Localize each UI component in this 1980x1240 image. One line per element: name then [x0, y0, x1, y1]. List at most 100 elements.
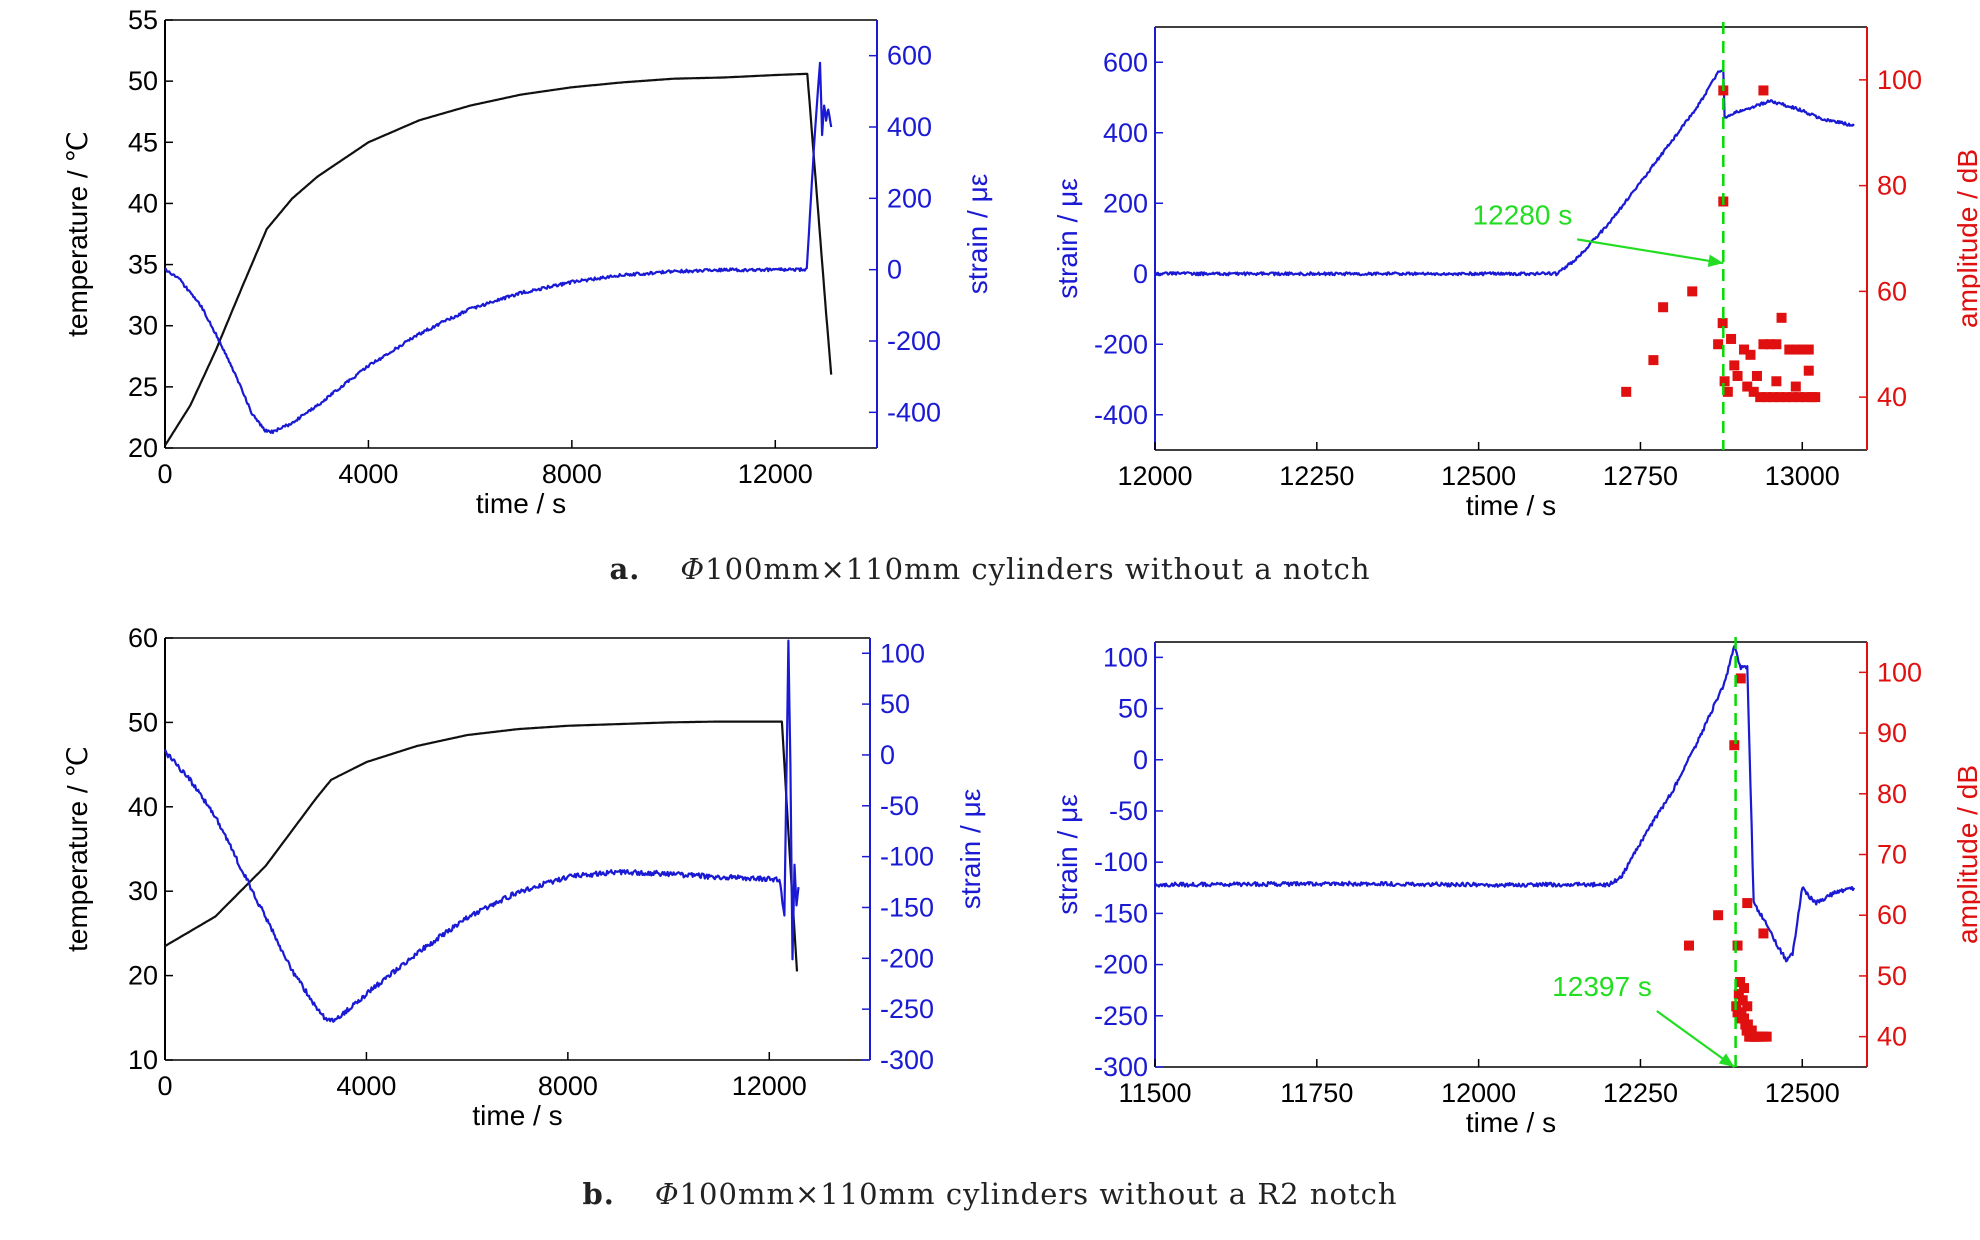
x-tick-label: 11500 [1118, 1078, 1191, 1108]
y-tick-label: -300 [1094, 1052, 1148, 1082]
y2-tick-label: 80 [1877, 171, 1907, 201]
y2-tick-label: 100 [1877, 65, 1922, 95]
y2-axis-label: strain / με [962, 174, 993, 294]
y2-tick-label: 0 [887, 255, 902, 285]
x-tick-label: 12000 [732, 1071, 807, 1101]
chart-a-right: 12000 12250 12500 12750 13000 -400 -200 0 200 400… [1052, 22, 1980, 521]
y2-tick-label: -200 [887, 326, 941, 356]
amplitude-point [1735, 1013, 1746, 1024]
x-tick-label: 12750 [1603, 461, 1678, 491]
y-tick-label: 25 [128, 372, 158, 402]
y-tick-label: -400 [1094, 400, 1148, 430]
y-tick-label: -100 [1094, 847, 1148, 877]
y-tick-label: -200 [1094, 950, 1148, 980]
y-tick-label: -50 [1109, 796, 1148, 826]
y-tick-label: -150 [1094, 898, 1148, 928]
caption-b-label: b. [582, 1177, 615, 1211]
crack-time-arrow [1656, 1010, 1735, 1068]
amplitude-point [1758, 85, 1769, 96]
y-tick-label: 10 [128, 1045, 158, 1075]
amplitude-point [1790, 381, 1801, 392]
amplitude-point [1742, 898, 1753, 909]
y-axis-label: temperature / ℃ [62, 746, 93, 952]
y-axis-label: temperature / ℃ [62, 131, 93, 337]
caption-a-phi: Φ [680, 552, 706, 586]
amplitude-point [1800, 392, 1811, 403]
x-tick-label: 8000 [542, 459, 602, 489]
y2-tick-label: -200 [880, 943, 934, 973]
y2-tick-label: -50 [880, 791, 919, 821]
y2-axis-label: strain / με [955, 789, 986, 909]
amplitude-point [1758, 928, 1769, 939]
amplitude-point [1803, 365, 1814, 376]
amplitude-point [1758, 339, 1769, 350]
x-tick-label: 11750 [1280, 1078, 1353, 1108]
amplitude-point [1771, 376, 1782, 387]
chart-b-left: 0 4000 8000 12000 10 20 30 40 50 60 -300 -250 -200 -1… [62, 623, 986, 1131]
amplitude-point [1745, 349, 1756, 360]
crack-time-arrowhead [1707, 254, 1724, 267]
amplitude-point [1764, 339, 1775, 350]
amplitude-point [1621, 386, 1632, 397]
y2-tick-label: 50 [880, 689, 910, 719]
amplitude-point [1726, 333, 1737, 344]
amplitude-point [1739, 983, 1750, 994]
crack-time-arrow [1577, 238, 1724, 265]
strain-line [1154, 68, 1855, 277]
x-tick-label: 12250 [1279, 461, 1354, 491]
amplitude-point [1648, 355, 1659, 366]
strain-line [1154, 645, 1856, 963]
y-tick-label: 40 [128, 792, 158, 822]
y2-tick-label: 80 [1877, 779, 1907, 809]
amplitude-point [1745, 1025, 1756, 1036]
y-tick-label: 50 [1118, 694, 1148, 724]
amplitude-point [1774, 392, 1785, 403]
x-tick-label: 4000 [336, 1071, 396, 1101]
crack-time-label: 12397 s [1552, 971, 1652, 1002]
temperature-line [164, 720, 799, 972]
x-axis-label: time / s [1466, 490, 1556, 521]
x-tick-label: 8000 [538, 1071, 598, 1101]
amplitude-point [1776, 312, 1787, 323]
amplitude-point [1732, 1007, 1743, 1018]
y-tick-label: 50 [128, 66, 158, 96]
caption-a-text: 100mm×110mm cylinders without a notch [705, 552, 1371, 586]
x-tick-label: 12500 [1441, 461, 1516, 491]
y-tick-label: 200 [1103, 188, 1148, 218]
amplitude-point [1781, 392, 1792, 403]
y-tick-label: 0 [1133, 259, 1148, 289]
y-tick-label: 30 [128, 876, 158, 906]
amplitude-point [1739, 344, 1750, 355]
amplitude-point [1742, 1019, 1753, 1030]
y-tick-label: 20 [128, 961, 158, 991]
caption-b: b. Φ100mm×110mm cylinders without a R2 no… [0, 1177, 1980, 1211]
y2-tick-label: 60 [1877, 900, 1907, 930]
y-tick-label: 55 [128, 5, 158, 35]
temperature-line [164, 72, 833, 447]
amplitude-point [1713, 910, 1724, 921]
y2-tick-label: 600 [887, 41, 932, 71]
y-tick-label: 35 [128, 250, 158, 280]
amplitude-point [1761, 392, 1772, 403]
y2-tick-label: 90 [1877, 718, 1907, 748]
amplitude-point [1719, 376, 1730, 387]
y-axis-label: strain / με [1052, 794, 1083, 914]
x-axis-label: time / s [1466, 1107, 1556, 1138]
amplitude-point [1742, 1001, 1753, 1012]
y-tick-label: 30 [128, 311, 158, 341]
strain-line [164, 61, 833, 435]
amplitude-point [1658, 302, 1669, 313]
y-tick-label: 50 [128, 707, 158, 737]
y2-tick-label: 400 [887, 112, 932, 142]
amplitude-point [1768, 392, 1779, 403]
caption-b-text: 100mm×110mm cylinders without a R2 notch [679, 1177, 1398, 1211]
y-tick-label: 40 [128, 188, 158, 218]
y-tick-label: 45 [128, 127, 158, 157]
caption-a-label: a. [609, 552, 641, 586]
x-tick-label: 12000 [1117, 461, 1192, 491]
amplitude-point [1748, 386, 1759, 397]
x-tick-label: 13000 [1765, 461, 1840, 491]
amplitude-point [1797, 344, 1808, 355]
y2-tick-label: -150 [880, 892, 934, 922]
y-tick-label: 400 [1103, 118, 1148, 148]
